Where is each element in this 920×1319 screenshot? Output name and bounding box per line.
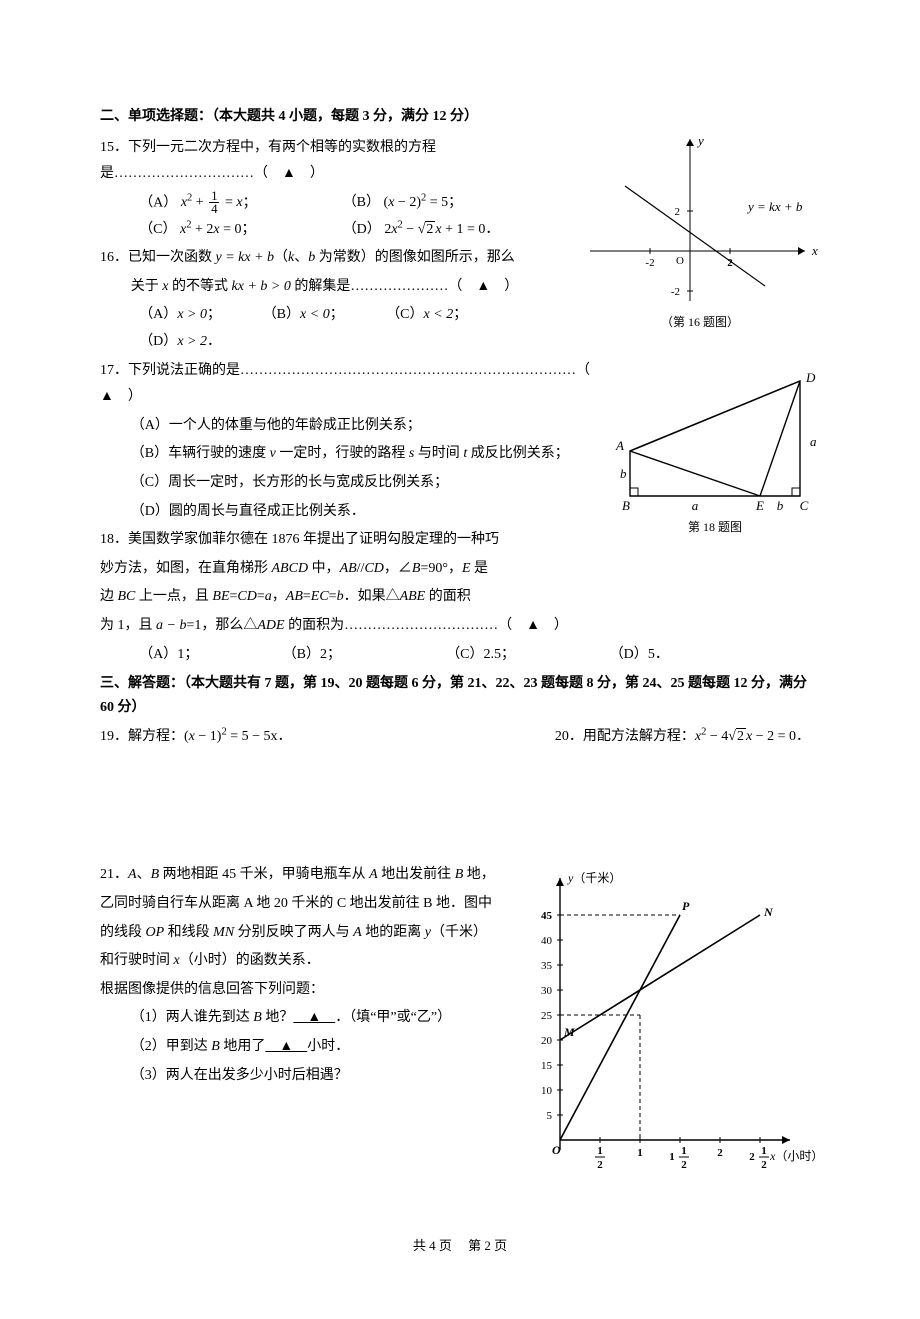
svg-text:N: N (763, 905, 774, 919)
svg-text:20: 20 (541, 1035, 553, 1047)
q18-fig-caption: 第 18 题图 (610, 516, 820, 539)
svg-text:2: 2 (681, 1159, 687, 1171)
q16-tick-yneg2: -2 (671, 286, 680, 298)
svg-text:M: M (563, 1025, 575, 1039)
q20-num: 20． (555, 729, 583, 744)
q21-figure: 51015202530354045 O y（千米） x（小时） 12111222… (520, 860, 820, 1190)
q15-paren: （ ▲ ） (254, 166, 324, 181)
q15-num: 15． (100, 140, 128, 155)
q18-line4: 为 1，且 a − b=1，那么△ADE 的面积为……………………………（ ▲ … (100, 613, 820, 640)
svg-text:25: 25 (541, 1010, 553, 1022)
svg-text:B: B (622, 498, 630, 513)
q18-num: 18． (100, 532, 128, 547)
q18-line3: 边 BC 上一点，且 BE=CD=a，AB=EC=b．如果△ABE 的面积 (100, 584, 820, 611)
svg-text:1: 1 (637, 1147, 643, 1159)
q21-num: 21． (100, 867, 128, 882)
svg-text:10: 10 (541, 1085, 553, 1097)
svg-text:1: 1 (597, 1145, 603, 1157)
q16-xlabel: x (811, 243, 818, 258)
q18-opts: （A）1； （B）2； （C）2.5； （D）5． (100, 642, 820, 669)
svg-text:1: 1 (761, 1145, 767, 1157)
q18-figure: A B C D E b a a b 第 18 题图 (610, 366, 820, 539)
svg-text:b: b (620, 466, 627, 481)
svg-text:2: 2 (717, 1147, 723, 1159)
q16-origin: O (676, 255, 684, 267)
q16-tick-xneg2: -2 (645, 257, 654, 269)
svg-text:b: b (777, 498, 784, 513)
q16-line-label: y = kx + b (746, 199, 803, 214)
q17-num: 17． (100, 363, 128, 378)
svg-text:x（小时）: x（小时） (769, 1149, 820, 1163)
q15-optA-pre: （A） (139, 195, 177, 210)
svg-text:1: 1 (669, 1151, 675, 1163)
q15-dots: ………………………… (114, 166, 254, 181)
q16-tick-y2: 2 (675, 206, 681, 218)
svg-text:O: O (552, 1143, 561, 1157)
q15-optB-pre: （B） (343, 195, 380, 210)
q16-fig-caption: （第 16 题图） (580, 311, 820, 334)
svg-text:P: P (682, 899, 690, 913)
q16-ylabel: y (696, 133, 704, 148)
q15-optC-pre: （C） (139, 222, 176, 237)
svg-text:2: 2 (597, 1159, 603, 1171)
q19-q20-row: 19．解方程：(x − 1)2 = 5 − 5x． 20．用配方法解方程：x2 … (100, 724, 820, 751)
svg-text:5: 5 (547, 1110, 553, 1122)
svg-text:E: E (755, 498, 764, 513)
section3-heading: 三、解答题：（本大题共有 7 题，第 19、20 题每题 6 分，第 21、22… (100, 672, 820, 720)
svg-text:D: D (805, 370, 816, 385)
section2-heading: 二、单项选择题：（本大题共 4 小题，每题 3 分，满分 12 分） (100, 104, 820, 131)
svg-text:2: 2 (749, 1151, 755, 1163)
q16-num: 16． (100, 250, 128, 265)
q15-optD-pre: （D） (343, 222, 381, 237)
svg-text:15: 15 (541, 1060, 553, 1072)
q16-figure: -2 2 2 -2 O x y y = kx + b （第 16 题图） (580, 131, 820, 334)
svg-text:a: a (810, 434, 817, 449)
svg-text:A: A (615, 438, 624, 453)
q18-line2: 妙方法，如图，在直角梯形 ABCD 中，AB//CD，∠B=90°，E 是 (100, 556, 820, 583)
svg-text:40: 40 (541, 935, 553, 947)
svg-text:C: C (800, 498, 809, 513)
svg-text:1: 1 (681, 1145, 687, 1157)
svg-text:y（千米）: y（千米） (567, 871, 621, 885)
svg-text:a: a (692, 498, 699, 513)
q19-num: 19． (100, 729, 128, 744)
svg-text:30: 30 (541, 985, 553, 997)
svg-text:35: 35 (541, 960, 553, 972)
svg-text:2: 2 (761, 1159, 767, 1171)
svg-text:45: 45 (541, 910, 553, 922)
page-footer: 共 4 页 第 2 页 (100, 1234, 820, 1259)
